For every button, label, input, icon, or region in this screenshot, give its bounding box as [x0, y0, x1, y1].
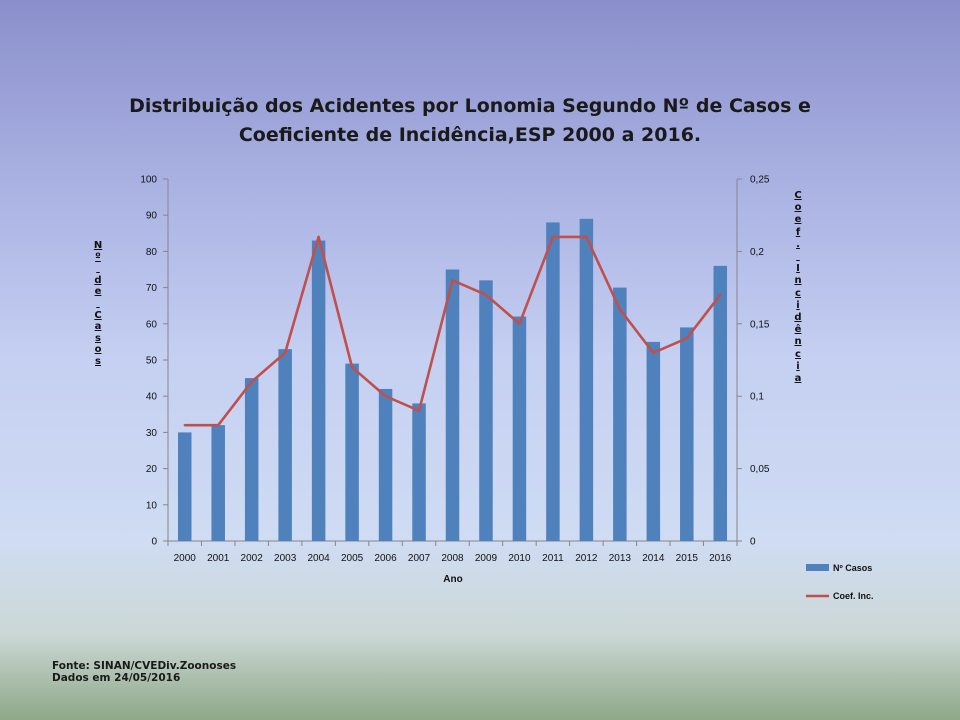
line-point	[250, 380, 253, 383]
y-axis-title: N º d e C a s o s	[93, 240, 103, 367]
bar	[412, 403, 426, 541]
y2-tick-label: 0,25	[750, 175, 770, 186]
legend-label-casos: Nº Casos	[833, 563, 872, 573]
y-tick-label: 100	[140, 175, 157, 186]
legend-label-coef: Coef. Inc.	[833, 591, 874, 601]
y2-axis-title: C o e f . I n c i d ê n c i a	[794, 190, 802, 385]
y-tick-label: 30	[146, 428, 158, 439]
bar	[479, 280, 493, 541]
line-series	[183, 235, 722, 427]
x-tick-label: 2007	[408, 553, 431, 564]
x-tick-label: 2004	[307, 553, 330, 564]
bar	[680, 327, 694, 541]
legend: Nº Casos Coef. Inc.	[806, 563, 874, 601]
x-tick-label: 2003	[274, 553, 297, 564]
x-tick-label: 2015	[676, 553, 699, 564]
chart-title: Distribuição dos Acidentes por Lonomia S…	[110, 92, 830, 150]
line-point	[384, 395, 387, 398]
bar	[445, 269, 460, 541]
bar	[613, 287, 627, 541]
line-point	[317, 235, 320, 239]
line-point	[484, 293, 488, 297]
x-tick-label: 2009	[475, 553, 498, 564]
tick-labels: 0 10 20 30 40 50 60 70 80 90 100 0 0,05 0,1 0,15 0,2 0,2…	[140, 175, 770, 565]
y-tick-label: 90	[146, 211, 158, 222]
x-tick-label: 2012	[575, 553, 598, 564]
line-point	[652, 351, 655, 354]
bar	[713, 265, 728, 541]
bar	[579, 218, 594, 541]
chart-title-line-1: Distribuição dos Acidentes por Lonomia S…	[129, 95, 811, 117]
bar	[278, 349, 292, 541]
line-point	[719, 293, 722, 297]
bar	[546, 222, 560, 541]
bar	[211, 425, 225, 541]
x-tick-label: 2002	[241, 553, 264, 564]
data-date-line: Dados em 24/05/2016	[52, 672, 181, 684]
bar	[177, 432, 192, 541]
x-tick-label: 2010	[508, 553, 531, 564]
bar	[646, 341, 661, 541]
x-axis-title: Ano	[443, 574, 462, 585]
x-tick-label: 2006	[374, 553, 397, 564]
line-point	[350, 366, 354, 369]
line-point	[585, 235, 588, 239]
x-tick-label: 2014	[642, 553, 665, 564]
x-tick-label: 2011	[542, 553, 564, 564]
y-tick-label: 80	[146, 247, 158, 258]
bar	[512, 316, 527, 541]
y-tick-label: 10	[146, 500, 158, 511]
line-point	[618, 308, 622, 311]
y-tick-label: 60	[146, 319, 158, 330]
y2-tick-label: 0,1	[750, 392, 764, 403]
bar	[311, 240, 326, 542]
source-line: Fonte: SINAN/CVEDiv.Zoonoses	[52, 660, 237, 672]
x-tick-label: 2008	[441, 553, 464, 564]
y-tick-label: 40	[146, 392, 158, 403]
chart-title-line-2: Coeficiente de Incidência,ESP 2000 a 201…	[238, 124, 702, 146]
y-tick-label: 20	[146, 464, 158, 475]
bar	[244, 378, 259, 541]
line-point	[518, 322, 521, 325]
y-tick-label: 50	[146, 356, 158, 367]
source-note: Fonte: SINAN/CVEDiv.Zoonoses Dados em 24…	[52, 660, 236, 684]
line-point	[551, 235, 555, 239]
line-point	[283, 351, 287, 354]
y-tick-label: 70	[146, 283, 158, 294]
x-tick-label: 2001	[207, 553, 230, 564]
line-point	[685, 337, 688, 340]
line-point	[417, 409, 421, 412]
y2-tick-label: 0,05	[750, 464, 770, 475]
line-point	[217, 423, 220, 427]
y-tick-label: 0	[151, 537, 157, 548]
line-point	[451, 279, 454, 282]
x-tick-label: 2000	[174, 553, 197, 564]
bar	[345, 363, 359, 541]
x-tick-label: 2016	[709, 553, 732, 564]
y2-tick-label: 0	[750, 537, 756, 548]
x-tick-label: 2013	[609, 553, 632, 564]
line-point	[183, 423, 186, 427]
y2-tick-label: 0,15	[750, 319, 770, 330]
x-tick-label: 2005	[341, 553, 364, 564]
legend-swatch-casos	[806, 564, 829, 571]
bar	[378, 388, 393, 541]
y2-tick-label: 0,2	[750, 247, 764, 258]
bar-series	[177, 218, 728, 542]
